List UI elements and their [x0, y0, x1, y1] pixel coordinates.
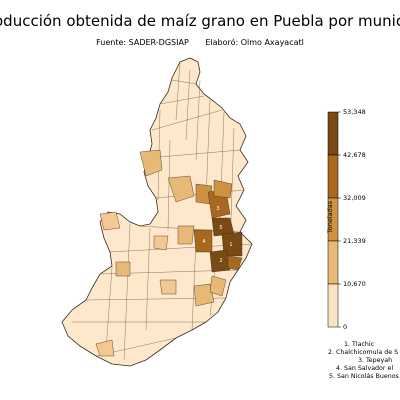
note-2: 2. Chalchicomula de S: [328, 349, 399, 356]
map-label-1: 1: [229, 242, 232, 248]
map-label-3: 3: [216, 206, 219, 212]
colorbar-tick-3: 32,009: [343, 194, 366, 202]
colorbar-band-2: [327, 240, 339, 285]
note-5: 5. San Nicolás Buenos: [329, 373, 399, 380]
map-label-2: 2: [219, 258, 222, 264]
map-subtitle: Fuente: SADER-DGSIAP Elaboró: Olmo Axaya…: [0, 38, 400, 47]
colorbar-band-5: [327, 111, 339, 156]
map-label-5: 5: [219, 225, 222, 231]
map-number-labels: 1 2 3 4 5: [202, 206, 232, 264]
colorbar-band-1: [327, 283, 339, 328]
map-label-4: 4: [202, 239, 205, 245]
municipal-borders: [72, 61, 253, 361]
map-title: oducción obtenida de maíz grano en Puebl…: [0, 12, 400, 36]
colorbar-tick-2: 21,339: [343, 237, 366, 245]
source-text: Fuente: SADER-DGSIAP: [96, 38, 189, 47]
colorbar-tick-4: 42,678: [343, 151, 366, 159]
author-text: Elaboró: Olmo Axayacatl: [205, 38, 304, 47]
colorbar-tick-1: 10,670: [343, 280, 366, 288]
colorbar-axis-label: Toneladas: [326, 200, 334, 234]
note-1: 1. Tlachic: [344, 341, 375, 348]
colorbar-tick-0: 0: [343, 323, 348, 331]
map-title-text: oducción obtenida de maíz grano en Puebl…: [0, 12, 400, 30]
colorbar-tick-max: 53,348: [343, 108, 366, 116]
note-3: 3. Tepeyah: [358, 357, 393, 364]
shaded-municipalities: [95, 149, 243, 357]
note-4: 4. San Salvador el: [336, 365, 394, 372]
colorbar: [327, 111, 341, 328]
